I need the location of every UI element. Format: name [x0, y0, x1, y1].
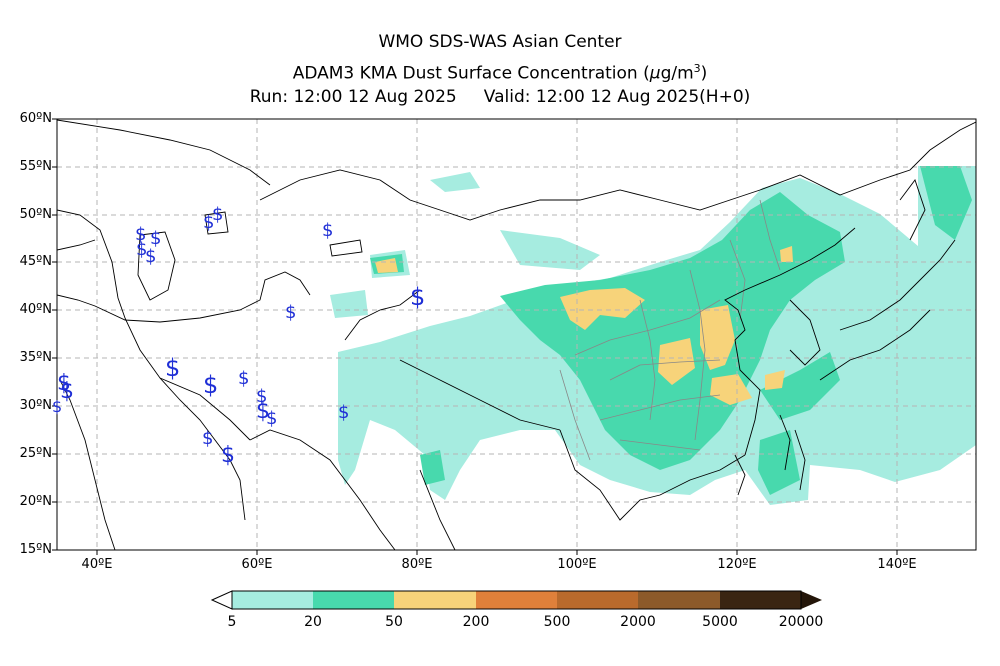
run-valid-line: Run: 12:00 12 Aug 2025 Valid: 12:00 12 A…: [0, 86, 1000, 108]
colorbar-bin-1: [232, 591, 313, 609]
unit-text: g/m: [660, 63, 694, 84]
valid-time: Valid: 12:00 12 Aug 2025(H+0): [483, 87, 751, 107]
caspian-sea: [137, 231, 176, 301]
colorbar-label: 5: [227, 614, 237, 630]
run-time: Run: 12:00 12 Aug 2025: [249, 87, 457, 107]
lat-label: 60ºN: [19, 111, 52, 126]
lake-balkhash: [329, 239, 363, 257]
lon-label: 140ºE: [877, 557, 917, 572]
colorbar-under-triangle: [210, 590, 233, 610]
lat-label: 55ºN: [19, 159, 52, 174]
lon-label: 120ºE: [717, 557, 757, 572]
colorbar-label: 20: [304, 614, 322, 630]
dust-symbol: $: [202, 428, 213, 449]
lat-label: 25ºN: [19, 446, 52, 461]
dust-symbol: $: [136, 239, 147, 260]
lat-label: 30ºN: [19, 398, 52, 413]
dust-symbol: $: [338, 402, 349, 423]
chart-subtitle: ADAM3 KMA Dust Surface Concentration (μg…: [0, 58, 1000, 85]
colorbar-label: 5000: [702, 614, 738, 630]
colorbar-bin-6: [638, 591, 720, 609]
dust-symbol: $: [285, 302, 296, 323]
colorbar-over-triangle: [801, 591, 822, 609]
colorbar-bin-3: [394, 591, 476, 609]
lon-label: 100ºE: [557, 557, 597, 572]
dust-symbol: $: [57, 371, 71, 396]
aral-sea: [204, 211, 229, 235]
colorbar-label: 200: [462, 614, 490, 630]
subtitle-prefix: ADAM3 KMA Dust Surface Concentration (: [292, 63, 650, 84]
dust-symbol: $: [322, 220, 333, 241]
lon-label: 80ºE: [401, 557, 433, 572]
colorbar-label: 2000: [620, 614, 656, 630]
colorbar-bin-4: [476, 591, 557, 609]
lat-label: 45ºN: [19, 254, 52, 269]
dust-symbol: $: [212, 204, 223, 225]
axis-ticks: [52, 118, 898, 555]
coastlines-borders: [57, 119, 976, 550]
colorbar-bin-2: [313, 591, 394, 609]
lat-label: 15ºN: [19, 542, 52, 557]
dust-symbol: $: [150, 228, 161, 249]
dust-symbol: $: [266, 408, 277, 429]
dust-weather-symbols: $ $ $ $ $ $ $ $ $ $ $ $ $ $ $ $ $ $ $ $ …: [52, 204, 425, 468]
dust-symbol: $: [135, 224, 146, 245]
colorbar-label: 50: [385, 614, 403, 630]
dust-symbol: $: [60, 379, 74, 404]
map-border: [56, 118, 977, 551]
subtitle-suffix: ): [700, 63, 708, 84]
lat-label: 40ºN: [19, 302, 52, 317]
colorbar-label: 500: [543, 614, 571, 630]
colorbar-label: 20000: [778, 614, 824, 630]
dust-symbol: $: [203, 212, 214, 233]
lat-label: 50ºN: [19, 207, 52, 222]
map-gridlines: [57, 119, 976, 550]
lat-label: 20ºN: [19, 494, 52, 509]
dust-level-50-200: [375, 246, 793, 405]
dust-symbol: $: [203, 371, 218, 399]
dust-symbol: $: [165, 354, 180, 382]
dust-symbol: $: [238, 368, 249, 389]
lat-label: 35ºN: [19, 350, 52, 365]
chart-title: WMO SDS-WAS Asian Center: [378, 32, 622, 52]
dust-symbol: $: [256, 399, 270, 424]
dust-symbol: $: [410, 283, 425, 311]
province-boundaries: [559, 199, 781, 461]
dust-symbol: $: [52, 397, 62, 416]
dust-symbol: $: [256, 386, 267, 407]
lon-label: 40ºE: [81, 557, 113, 572]
colorbar-bin-7: [720, 591, 801, 609]
unit-mu: μ: [649, 63, 661, 84]
lon-label: 60ºE: [241, 557, 273, 572]
dust-symbol: $: [221, 443, 235, 468]
dust-symbol: $: [145, 246, 156, 267]
unit-exponent: 3: [693, 62, 701, 75]
colorbar-bin-5: [557, 591, 638, 609]
colorbar: [210, 590, 822, 610]
